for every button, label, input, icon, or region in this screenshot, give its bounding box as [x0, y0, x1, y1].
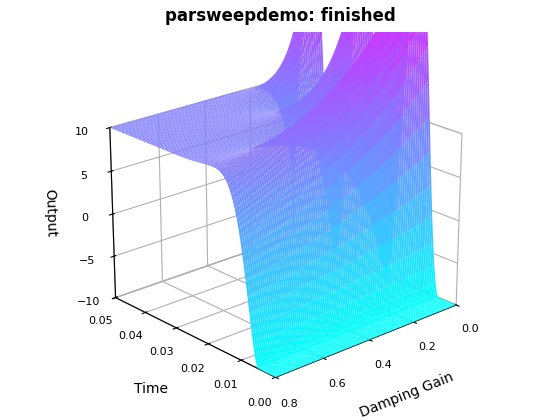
Title: parsweepdemo: finished: parsweepdemo: finished	[165, 7, 395, 25]
Y-axis label: Time: Time	[134, 382, 167, 396]
X-axis label: Damping Gain: Damping Gain	[358, 370, 456, 420]
